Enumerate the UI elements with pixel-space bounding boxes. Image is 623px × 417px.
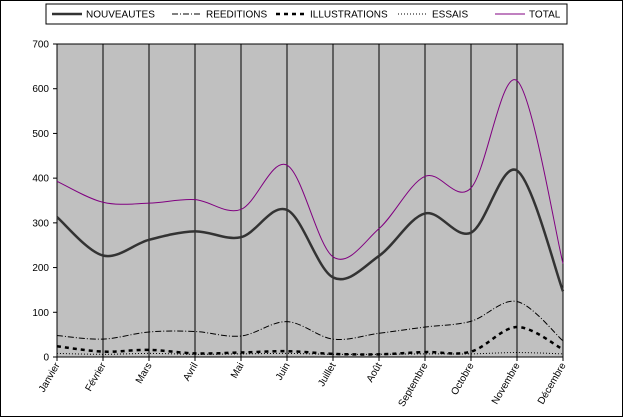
legend-label-total: TOTAL — [529, 10, 561, 21]
x-tick-label-mai: Mai — [229, 361, 247, 380]
y-tick-label: 400 — [32, 174, 49, 185]
x-tick-label-octobre: Octobre — [449, 361, 477, 398]
y-tick-label: 100 — [32, 308, 49, 319]
x-tick-label-fevrier: Février — [84, 360, 109, 393]
x-tick-label-juillet: Juillet — [316, 361, 338, 389]
y-tick-label: 0 — [43, 353, 49, 364]
x-tick-label-janvier: Janvier — [37, 360, 63, 394]
series-line-nouveautes — [56, 168, 565, 292]
legend-label-nouveautes: NOUVEAUTES — [86, 10, 155, 21]
y-tick-label: 500 — [32, 129, 49, 140]
y-tick-label: 700 — [32, 40, 49, 51]
x-tick-label-aout: Août — [365, 361, 385, 385]
series-line-illustrations — [56, 325, 564, 356]
legend-label-illustrations: ILLUSTRATIONS — [310, 10, 388, 21]
y-tick-label: 200 — [32, 263, 49, 274]
x-tick-label-mars: Mars — [134, 361, 155, 386]
x-tick-label-decembre: Décembre — [536, 361, 569, 407]
plot-area — [56, 43, 564, 358]
series-layer — [56, 79, 565, 356]
y-tick-label: 600 — [32, 84, 49, 95]
y-tick-label: 300 — [32, 218, 49, 229]
series-line-total — [56, 79, 564, 264]
legend-label-reeditions: REEDITIONS — [206, 10, 267, 21]
plot-background — [56, 43, 564, 358]
legend-box — [45, 3, 568, 25]
series-line-essais — [56, 352, 564, 355]
legend-label-essais: ESSAIS — [432, 10, 468, 21]
x-tick-label-juin: Juin — [274, 361, 293, 382]
x-tick-label-novembre: Novembre — [490, 361, 523, 407]
x-axis: Janvier Février Mars Avril Mai Juin Juillet Aoû… — [37, 356, 569, 409]
series-line-reeditions — [56, 300, 564, 342]
x-tick-label-avril: Avril — [181, 361, 200, 383]
y-axis: 0 100 200 300 400 500 600 700 — [32, 40, 58, 364]
legend: NOUVEAUTES REEDITIONS ILLUSTRATIONS ESSAIS T… — [45, 3, 568, 25]
x-tick-label-septembre: Septembre — [397, 361, 431, 409]
